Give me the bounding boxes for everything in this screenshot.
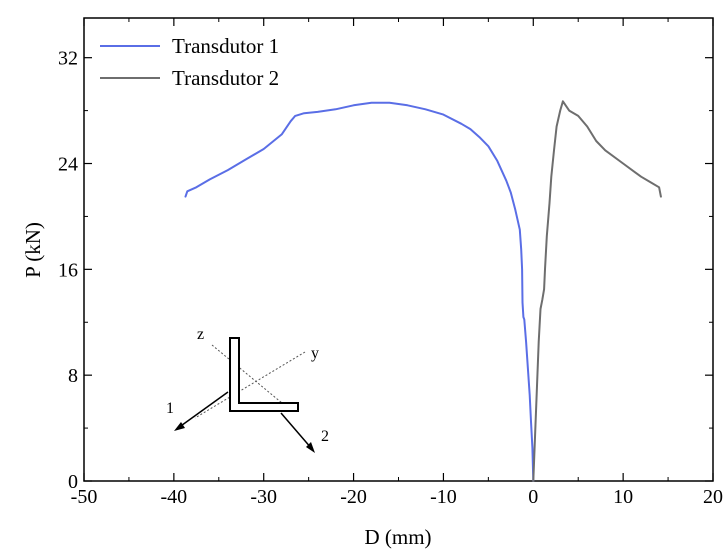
axis-ticks: -50 -40 -30 -20 -10 0 10 20 0 8 16 24 32 [58, 18, 723, 508]
series-line-transdutor-2 [532, 100, 662, 482]
y-axis-dotted-line [194, 351, 306, 419]
y-axis-title: P (kN) [21, 222, 45, 278]
y-tick-label: 0 [68, 471, 78, 493]
transducer-2-label: 2 [321, 428, 329, 445]
x-tick-label: -10 [430, 486, 457, 508]
x-tick-label: -20 [340, 486, 367, 508]
y-tick-label: 24 [58, 154, 78, 176]
x-tick-label: 0 [528, 486, 538, 508]
transducer-2-arrow [280, 412, 313, 450]
transducer-1-arrowhead [174, 422, 185, 431]
x-tick-label: 10 [613, 486, 633, 508]
x-tick-label: -50 [71, 486, 98, 508]
y-tick-label: 16 [58, 259, 78, 281]
angle-section-inset: z y 1 2 [166, 326, 329, 453]
y-axis-label: y [311, 345, 319, 362]
x-tick-label: -30 [250, 486, 277, 508]
y-tick-label: 8 [68, 365, 78, 387]
transducer-1-arrow [177, 391, 229, 429]
y-tick-label: 32 [58, 48, 78, 70]
legend-label-transdutor-1: Transdutor 1 [172, 34, 279, 58]
z-axis-label: z [197, 326, 204, 343]
angle-profile [229, 337, 299, 412]
series-layer [184, 100, 662, 482]
x-tick-label: -40 [161, 486, 188, 508]
x-axis-title: D (mm) [364, 525, 431, 549]
legend-label-transdutor-2: Transdutor 2 [172, 66, 279, 90]
transducer-1-label: 1 [166, 400, 174, 417]
x-tick-label: 20 [703, 486, 723, 508]
z-axis-dotted-line [211, 344, 289, 409]
transducer-2-arrowhead [306, 442, 315, 453]
legend: Transdutor 1 Transdutor 2 [100, 34, 279, 90]
series-line-transdutor-1 [184, 101, 535, 482]
